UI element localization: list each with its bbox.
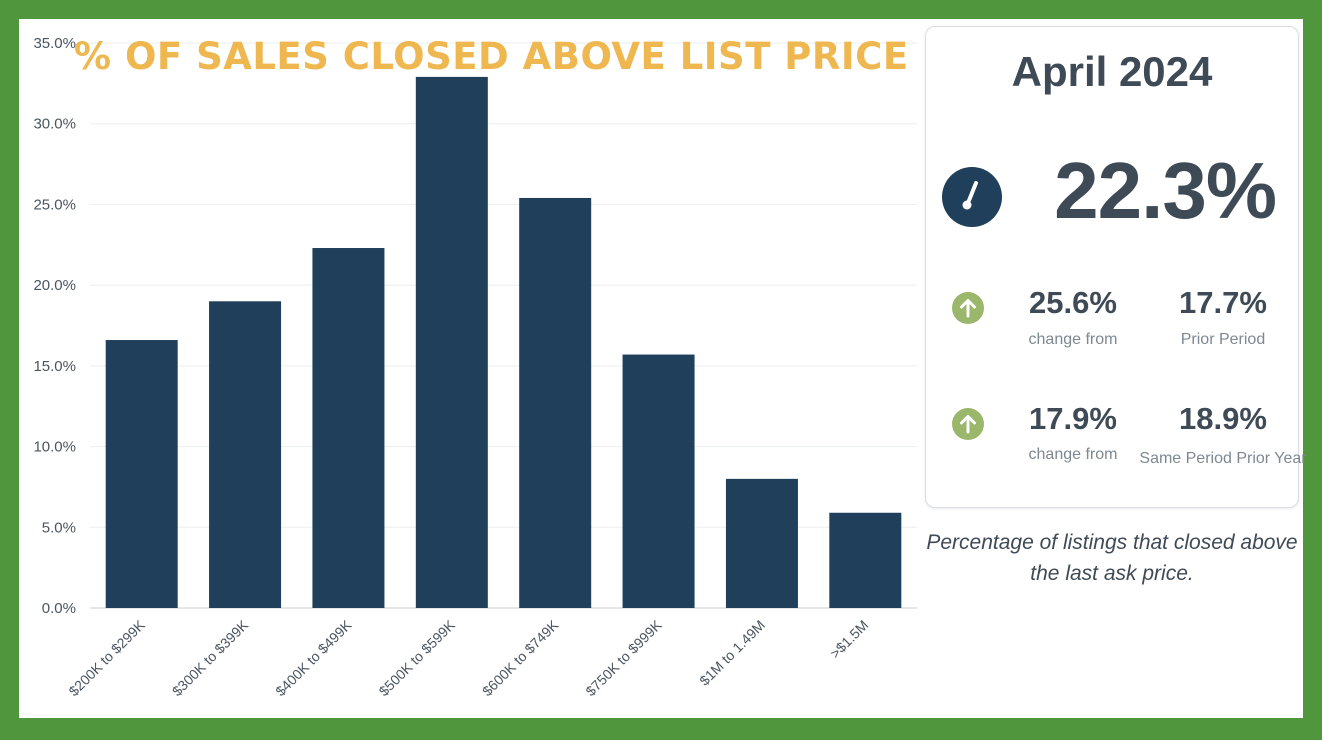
summary-period: April 2024 (1011, 48, 1213, 95)
x-tick-label: $200K to $299K (65, 616, 148, 699)
arrow-up-icon (952, 408, 984, 440)
x-tick-label: >$1.5M (827, 617, 872, 662)
bar (105, 340, 178, 608)
chart-title: % OF SALES CLOSED ABOVE LIST PRICE (74, 35, 909, 78)
y-tick-label: 30.0% (33, 116, 76, 133)
summary-card: April 2024 22.3% 25.6% change from 17.7%… (925, 26, 1307, 508)
bar (312, 248, 385, 608)
bar-chart: 0.0% 5.0% 10.0% 15.0% 20.0% 25.0% 30.0% 35.0% $2… (33, 35, 917, 699)
bar (209, 301, 282, 608)
infographic-frame: 0.0% 5.0% 10.0% 15.0% 20.0% 25.0% 30.0% 35.0% $2… (19, 19, 1307, 718)
prior-period-label: Prior Period (1180, 331, 1266, 348)
y-tick-label: 25.0% (33, 196, 76, 213)
summary-value: 22.3% (1054, 146, 1277, 235)
change-label-prior-period: change from (1028, 331, 1118, 348)
caption: Percentage of listings that closed above… (926, 531, 1298, 585)
bar (519, 197, 592, 608)
y-tick-label: 20.0% (33, 277, 76, 294)
change-value-prior-year: 17.9% (1029, 401, 1117, 436)
change-value-prior-period: 25.6% (1029, 285, 1117, 320)
x-tick-label: $400K to $499K (272, 616, 355, 699)
bar (415, 76, 488, 608)
bar (622, 354, 695, 608)
x-tick-label: $300K to $399K (169, 616, 252, 699)
change-label-prior-year: change from (1028, 446, 1118, 463)
gauge-icon (942, 167, 1002, 227)
y-tick-label: 10.0% (33, 439, 76, 456)
x-tick-label: $750K to $999K (582, 616, 665, 699)
prior-year-value: 18.9% (1179, 401, 1267, 436)
x-tick-label: $1M to 1.49M (696, 617, 768, 689)
y-tick-label: 0.0% (42, 600, 76, 617)
y-tick-label: 35.0% (33, 35, 76, 52)
x-tick-label: $600K to $749K (479, 616, 562, 699)
x-tick-label: $500K to $599K (376, 616, 459, 699)
arrow-up-icon (952, 292, 984, 324)
bar (725, 478, 798, 608)
prior-year-label: Same Period Prior Year (1139, 450, 1307, 467)
prior-period-value: 17.7% (1179, 285, 1267, 320)
y-tick-label: 5.0% (42, 519, 76, 536)
y-tick-label: 15.0% (33, 358, 76, 375)
bar (829, 512, 902, 608)
